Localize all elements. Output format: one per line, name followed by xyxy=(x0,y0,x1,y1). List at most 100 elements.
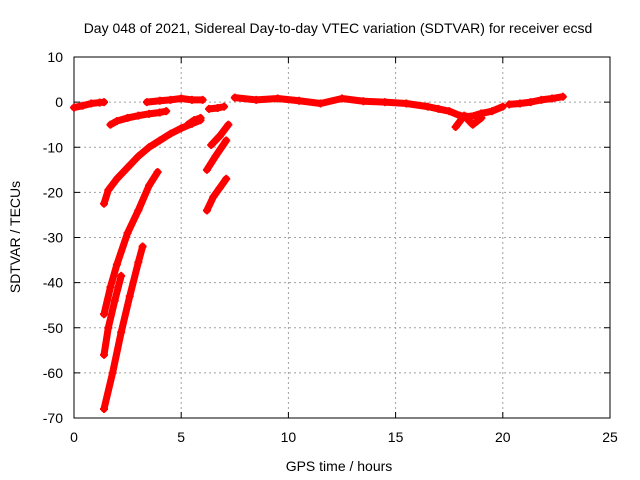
data-point xyxy=(316,99,325,108)
data-point xyxy=(100,199,109,208)
series-line xyxy=(100,116,204,208)
data-point xyxy=(205,104,214,113)
series-arc-14 xyxy=(451,111,486,131)
x-tick-label: 10 xyxy=(281,429,297,445)
data-point xyxy=(117,328,126,337)
data-point xyxy=(123,163,132,172)
series-arc-10 xyxy=(207,120,233,149)
series-arc-6 xyxy=(100,271,126,359)
data-point xyxy=(166,95,175,104)
data-point xyxy=(451,122,460,131)
data-point xyxy=(134,206,143,215)
y-tick-label: 10 xyxy=(47,49,63,65)
y-tick-labels: 10 0 -10 -20 -30 -40 -50 -60 -70 xyxy=(43,49,63,426)
data-point xyxy=(202,206,211,215)
data-point xyxy=(166,129,175,138)
x-tick-label: 15 xyxy=(388,429,404,445)
series-arc-1 xyxy=(70,98,109,112)
series-arc-4 xyxy=(142,94,207,107)
y-tick-label: -10 xyxy=(43,139,63,155)
data-point xyxy=(145,143,154,152)
data-point xyxy=(134,152,143,161)
data-point xyxy=(196,113,205,122)
data-point xyxy=(110,296,119,305)
series-arc-5 xyxy=(100,168,162,319)
data-point xyxy=(162,107,171,116)
data-series xyxy=(70,92,567,413)
data-point xyxy=(460,111,469,120)
data-point xyxy=(177,94,186,103)
data-point xyxy=(123,228,132,237)
data-point xyxy=(117,271,126,280)
data-point xyxy=(106,283,115,292)
data-point xyxy=(100,404,109,413)
data-point xyxy=(155,136,164,145)
x-axis-title: GPS time / hours xyxy=(286,458,393,474)
data-point xyxy=(222,174,231,183)
data-point xyxy=(112,117,121,126)
data-point xyxy=(70,103,78,112)
x-tick-label: 5 xyxy=(177,429,185,445)
data-point xyxy=(138,242,147,251)
data-point xyxy=(445,107,454,116)
data-point xyxy=(202,165,211,174)
data-point xyxy=(252,95,261,104)
data-point xyxy=(423,102,432,111)
data-point xyxy=(224,120,233,129)
data-point xyxy=(222,136,231,145)
series-arc-3 xyxy=(100,116,205,208)
series-line xyxy=(100,272,125,359)
data-point xyxy=(123,113,132,122)
data-point xyxy=(477,113,486,122)
series-line xyxy=(452,112,485,131)
series-arc-2 xyxy=(106,107,171,129)
data-point xyxy=(548,94,557,103)
data-point xyxy=(198,95,207,104)
axis-ticks xyxy=(73,56,611,419)
data-point xyxy=(220,102,229,111)
y-tick-label: -60 xyxy=(43,365,63,381)
series-arc-9 xyxy=(202,136,231,174)
data-point xyxy=(498,102,507,111)
data-point xyxy=(468,120,477,129)
data-point xyxy=(359,97,368,106)
data-point xyxy=(207,140,216,149)
data-point xyxy=(104,186,113,195)
series-arc-7 xyxy=(100,242,147,413)
series-arc-8 xyxy=(202,174,231,215)
data-point xyxy=(177,124,186,133)
data-point xyxy=(100,310,109,319)
data-point xyxy=(273,94,282,103)
data-point xyxy=(230,93,239,102)
data-point xyxy=(112,174,121,183)
data-point xyxy=(402,99,411,108)
y-tick-label: -70 xyxy=(43,410,63,426)
series-arc-11 xyxy=(183,113,205,129)
data-point xyxy=(505,100,514,109)
data-point xyxy=(183,120,192,129)
data-point xyxy=(142,98,151,107)
x-tick-label: 25 xyxy=(602,429,618,445)
data-point xyxy=(134,111,143,120)
data-point xyxy=(187,95,196,104)
data-point xyxy=(537,95,546,104)
data-point xyxy=(380,98,389,107)
y-tick-label: -50 xyxy=(43,320,63,336)
data-point xyxy=(100,98,109,107)
data-point xyxy=(515,99,524,108)
data-point xyxy=(295,96,304,105)
data-point xyxy=(87,99,96,108)
data-point xyxy=(106,120,115,129)
data-point xyxy=(215,183,224,192)
data-point xyxy=(211,152,220,161)
data-point xyxy=(434,104,443,113)
y-tick-label: -30 xyxy=(43,230,63,246)
data-point xyxy=(215,131,224,140)
y-axis-title: SDTVAR / TECUs xyxy=(7,181,23,293)
data-point xyxy=(134,258,143,267)
data-point xyxy=(78,101,87,110)
data-point xyxy=(104,323,113,332)
x-tick-labels: 0 5 10 15 20 25 xyxy=(70,429,618,445)
y-tick-label: -40 xyxy=(43,275,63,291)
